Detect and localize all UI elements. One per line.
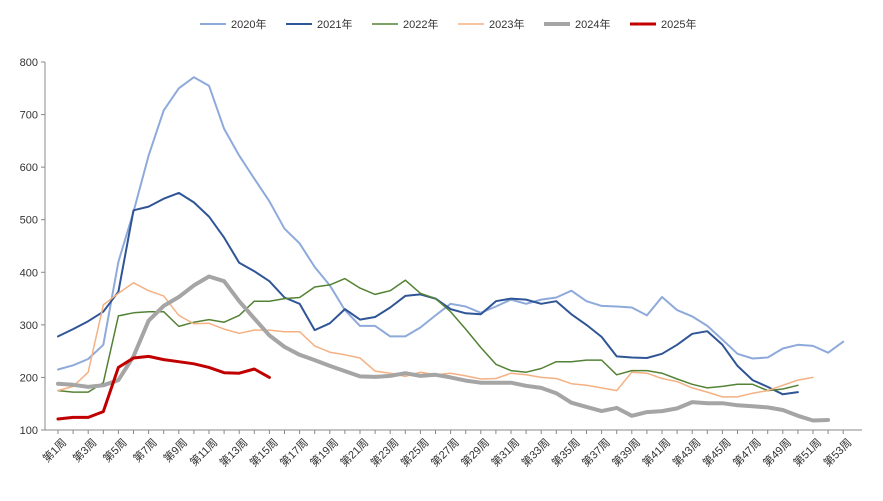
legend-label: 2021年 <box>317 17 352 31</box>
x-tick-label: 第37周 <box>579 435 613 469</box>
x-tick-label: 第1周 <box>39 435 69 465</box>
y-tick-label: 800 <box>20 57 38 69</box>
series-line-2021年 <box>57 191 799 396</box>
legend-label: 2022年 <box>403 17 438 31</box>
x-tick-label: 第49周 <box>760 435 794 469</box>
x-tick-label: 第35周 <box>548 435 582 469</box>
x-tick-label: 第53周 <box>820 435 854 469</box>
x-tick-label: 第23周 <box>367 435 401 469</box>
x-axis: 第1周 第3周 第5周 第7周 第9周第11周第13周第15周第17周第19周第21周第… <box>39 429 862 469</box>
x-tick-label: 第51周 <box>790 435 824 469</box>
legend-label: 2020年 <box>231 17 266 31</box>
x-tick-label: 第33周 <box>518 435 552 469</box>
y-tick-label: 500 <box>20 215 38 227</box>
x-tick-label: 第17周 <box>277 435 311 469</box>
x-tick-label: 第47周 <box>730 435 764 469</box>
plot-series <box>56 76 845 423</box>
legend-label: 2024年 <box>575 17 610 31</box>
x-tick-label: 第25周 <box>397 435 431 469</box>
x-tick-label: 第11周 <box>187 435 221 469</box>
y-axis: 100 200 300 400 500 600 700 800 <box>20 57 46 437</box>
x-tick-label: 第31周 <box>488 435 522 469</box>
series-line-2020年 <box>57 76 845 371</box>
y-tick-label: 100 <box>20 425 38 437</box>
y-tick-label: 700 <box>20 110 38 122</box>
x-tick-label: 第27周 <box>428 435 462 469</box>
series-line-2025年 <box>56 354 271 421</box>
x-tick-label: 第19周 <box>307 435 341 469</box>
x-tick-label: 第39周 <box>609 435 643 469</box>
x-tick-label: 第43周 <box>669 435 703 469</box>
x-tick-label: 第15周 <box>246 435 280 469</box>
y-tick-label: 600 <box>20 162 38 174</box>
x-tick-label: 第9周 <box>160 435 190 465</box>
x-tick-label: 第7周 <box>130 435 160 465</box>
series-line-2022年 <box>57 277 799 393</box>
x-tick-label: 第45周 <box>699 435 733 469</box>
y-tick-label: 400 <box>20 267 38 279</box>
x-tick-label: 第13周 <box>216 435 250 469</box>
x-tick-label: 第21周 <box>337 435 371 469</box>
legend-label: 2023年 <box>489 17 524 31</box>
x-tick-label: 第41周 <box>639 435 673 469</box>
series-line-2024年 <box>56 274 831 423</box>
x-tick-label: 第5周 <box>100 435 130 465</box>
y-tick-label: 300 <box>20 320 38 332</box>
x-tick-label: 第3周 <box>70 435 100 465</box>
legend: 2020年 2021年 2022年 2023年 2024年 2025年 <box>200 17 696 31</box>
x-tick-label: 第29周 <box>458 435 492 469</box>
legend-label: 2025年 <box>661 17 696 31</box>
y-tick-label: 200 <box>20 372 38 384</box>
